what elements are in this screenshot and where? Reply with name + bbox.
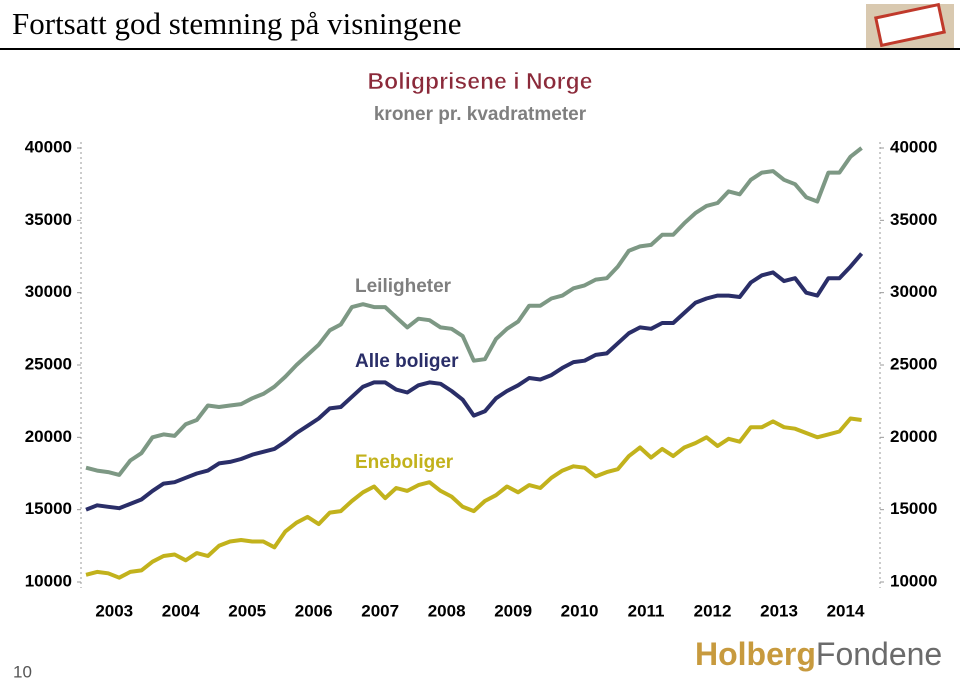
x-tick-label: 2003 [95, 601, 133, 620]
corner-icon [866, 2, 954, 48]
y-tick-label: 15000 [25, 499, 72, 518]
chart-title: Boligprisene i Norge [368, 68, 593, 94]
x-tick-label: 2010 [561, 601, 599, 620]
y2-tick-label: 20000 [890, 427, 937, 446]
x-tick-label: 2008 [428, 601, 466, 620]
logo-part: Holberg [695, 636, 816, 672]
page-number: 10 [13, 662, 32, 681]
x-tick-label: 2011 [628, 601, 665, 620]
y2-tick-label: 40000 [890, 137, 937, 156]
x-tick-label: 2013 [760, 601, 798, 620]
series-line [85, 252, 864, 512]
x-tick-label: 2006 [295, 601, 333, 620]
x-tick-label: 2014 [827, 601, 865, 620]
y-tick-label: 20000 [25, 427, 72, 446]
y-tick-label: 30000 [25, 282, 72, 301]
x-tick-label: 2012 [694, 601, 732, 620]
y2-tick-label: 15000 [890, 499, 937, 518]
y2-tick-label: 35000 [890, 210, 937, 229]
y2-tick-label: 30000 [890, 282, 937, 301]
y-tick-label: 10000 [25, 571, 72, 590]
y-tick-label: 40000 [25, 137, 72, 156]
x-tick-label: 2009 [494, 601, 532, 620]
series-label: Alle boliger [355, 351, 459, 372]
x-tick-label: 2004 [162, 601, 200, 620]
series-label: Eneboliger [355, 452, 454, 473]
chart-subtitle: kroner pr. kvadratmeter [374, 104, 587, 125]
x-tick-label: 2005 [228, 601, 266, 620]
y2-tick-label: 25000 [890, 354, 937, 373]
logo: HolbergFondene [695, 636, 942, 672]
series-line [85, 146, 863, 477]
y-tick-label: 35000 [25, 210, 72, 229]
series-label: Leiligheter [355, 276, 452, 297]
icon-stamp [874, 2, 946, 48]
y2-tick-label: 10000 [890, 571, 937, 590]
series-line [85, 416, 862, 580]
y-tick-label: 25000 [25, 354, 72, 373]
slide-title: Fortsatt god stemning på visningene [12, 6, 461, 41]
x-tick-label: 2007 [361, 601, 399, 620]
logo-part: Fondene [816, 636, 942, 672]
